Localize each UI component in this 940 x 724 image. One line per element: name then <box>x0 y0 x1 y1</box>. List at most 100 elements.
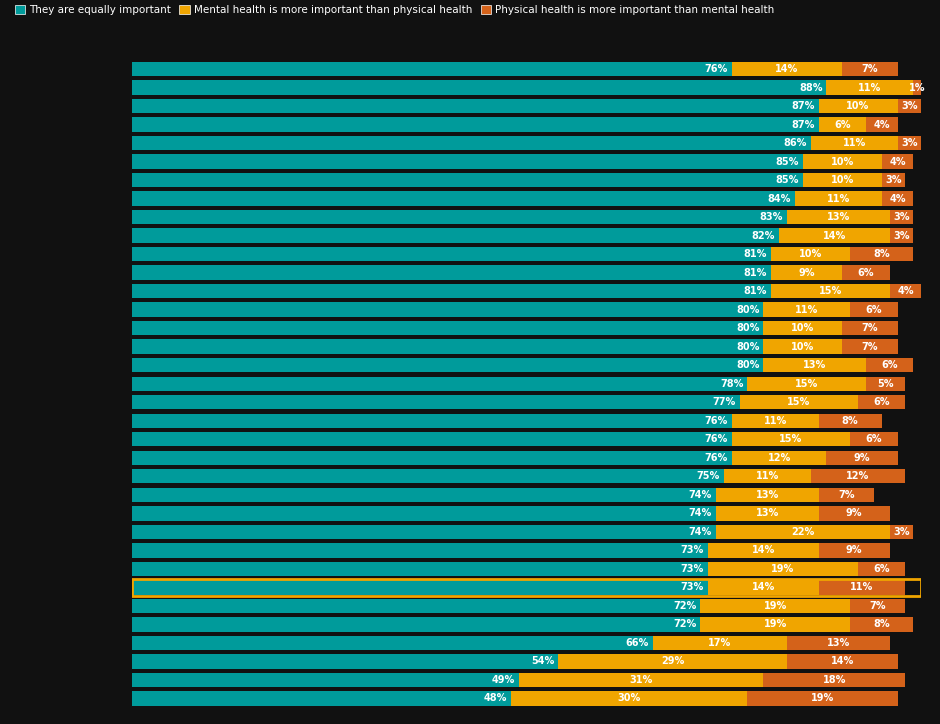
Text: 84%: 84% <box>768 193 791 203</box>
Bar <box>787 210 889 224</box>
Bar <box>763 340 842 354</box>
Bar <box>882 173 905 188</box>
Bar <box>858 395 905 410</box>
Text: 75%: 75% <box>697 471 720 481</box>
Bar <box>731 432 850 447</box>
Bar <box>652 636 787 650</box>
Text: 80%: 80% <box>736 361 760 370</box>
Bar <box>132 62 731 76</box>
Text: 74%: 74% <box>689 527 712 536</box>
Text: 13%: 13% <box>803 361 826 370</box>
Text: 18%: 18% <box>822 675 846 685</box>
Bar <box>716 487 819 502</box>
Bar <box>803 173 882 188</box>
Text: 31%: 31% <box>629 675 652 685</box>
Bar <box>132 654 558 668</box>
Bar <box>771 266 842 280</box>
Bar <box>132 413 731 428</box>
Bar <box>731 413 819 428</box>
Text: 9%: 9% <box>846 508 862 518</box>
Text: 76%: 76% <box>704 452 728 463</box>
Text: 66%: 66% <box>625 638 649 648</box>
Text: 85%: 85% <box>776 175 799 185</box>
Bar <box>132 99 819 113</box>
Bar <box>132 673 519 687</box>
Bar <box>819 99 898 113</box>
Bar <box>866 117 898 132</box>
Bar <box>132 154 803 169</box>
Bar <box>708 580 819 594</box>
Bar <box>882 154 914 169</box>
Legend: They are equally important, Mental health is more important than physical health: They are equally important, Mental healt… <box>15 5 775 15</box>
Text: 13%: 13% <box>756 508 779 518</box>
Bar <box>850 617 914 631</box>
Text: 17%: 17% <box>708 638 731 648</box>
Bar <box>132 191 795 206</box>
Bar <box>132 562 708 576</box>
Bar <box>132 358 763 372</box>
Text: 14%: 14% <box>752 582 775 592</box>
Text: 12%: 12% <box>846 471 870 481</box>
Text: 76%: 76% <box>704 64 728 74</box>
Bar <box>132 173 803 188</box>
Text: 1%: 1% <box>909 83 926 93</box>
Text: 87%: 87% <box>791 101 815 111</box>
Bar <box>850 303 898 317</box>
Text: 54%: 54% <box>531 657 554 666</box>
Bar <box>132 506 716 521</box>
Text: 10%: 10% <box>791 342 814 352</box>
Text: 10%: 10% <box>799 249 822 259</box>
Bar <box>716 525 889 539</box>
Bar <box>842 266 889 280</box>
Bar <box>850 247 914 261</box>
Bar <box>898 99 921 113</box>
Text: 9%: 9% <box>854 452 870 463</box>
Text: 15%: 15% <box>779 434 803 445</box>
Text: 76%: 76% <box>704 416 728 426</box>
Text: 48%: 48% <box>483 694 507 704</box>
Text: 19%: 19% <box>763 619 787 629</box>
Text: 10%: 10% <box>791 323 814 333</box>
Text: 11%: 11% <box>756 471 779 481</box>
Text: 9%: 9% <box>798 268 815 277</box>
Bar <box>132 450 731 465</box>
Bar <box>132 432 731 447</box>
Text: 15%: 15% <box>819 286 842 296</box>
Bar <box>882 191 914 206</box>
Bar <box>132 303 763 317</box>
Bar <box>708 562 858 576</box>
Text: 80%: 80% <box>736 342 760 352</box>
Bar <box>779 228 889 243</box>
Bar <box>842 340 898 354</box>
Text: 13%: 13% <box>826 212 850 222</box>
Text: 86%: 86% <box>783 138 807 148</box>
Text: 82%: 82% <box>752 231 775 240</box>
Bar <box>795 191 882 206</box>
Text: 13%: 13% <box>756 490 779 500</box>
Bar <box>787 636 889 650</box>
Bar <box>810 469 905 484</box>
Text: 72%: 72% <box>673 619 697 629</box>
Text: 4%: 4% <box>897 286 914 296</box>
Text: 80%: 80% <box>736 323 760 333</box>
Text: 6%: 6% <box>873 397 890 407</box>
Text: 80%: 80% <box>736 305 760 315</box>
Text: 3%: 3% <box>893 527 910 536</box>
Bar <box>132 266 771 280</box>
Bar <box>747 691 898 706</box>
Bar <box>716 506 819 521</box>
Bar <box>826 450 898 465</box>
Bar <box>132 487 716 502</box>
Text: 11%: 11% <box>795 305 819 315</box>
Bar <box>132 321 763 335</box>
Bar <box>819 487 874 502</box>
Text: 19%: 19% <box>811 694 834 704</box>
Bar <box>132 136 810 151</box>
Bar <box>132 340 763 354</box>
Text: 83%: 83% <box>760 212 783 222</box>
Bar <box>858 562 905 576</box>
Text: 3%: 3% <box>885 175 901 185</box>
Bar <box>842 62 898 76</box>
Bar <box>132 636 652 650</box>
Text: 81%: 81% <box>744 249 767 259</box>
